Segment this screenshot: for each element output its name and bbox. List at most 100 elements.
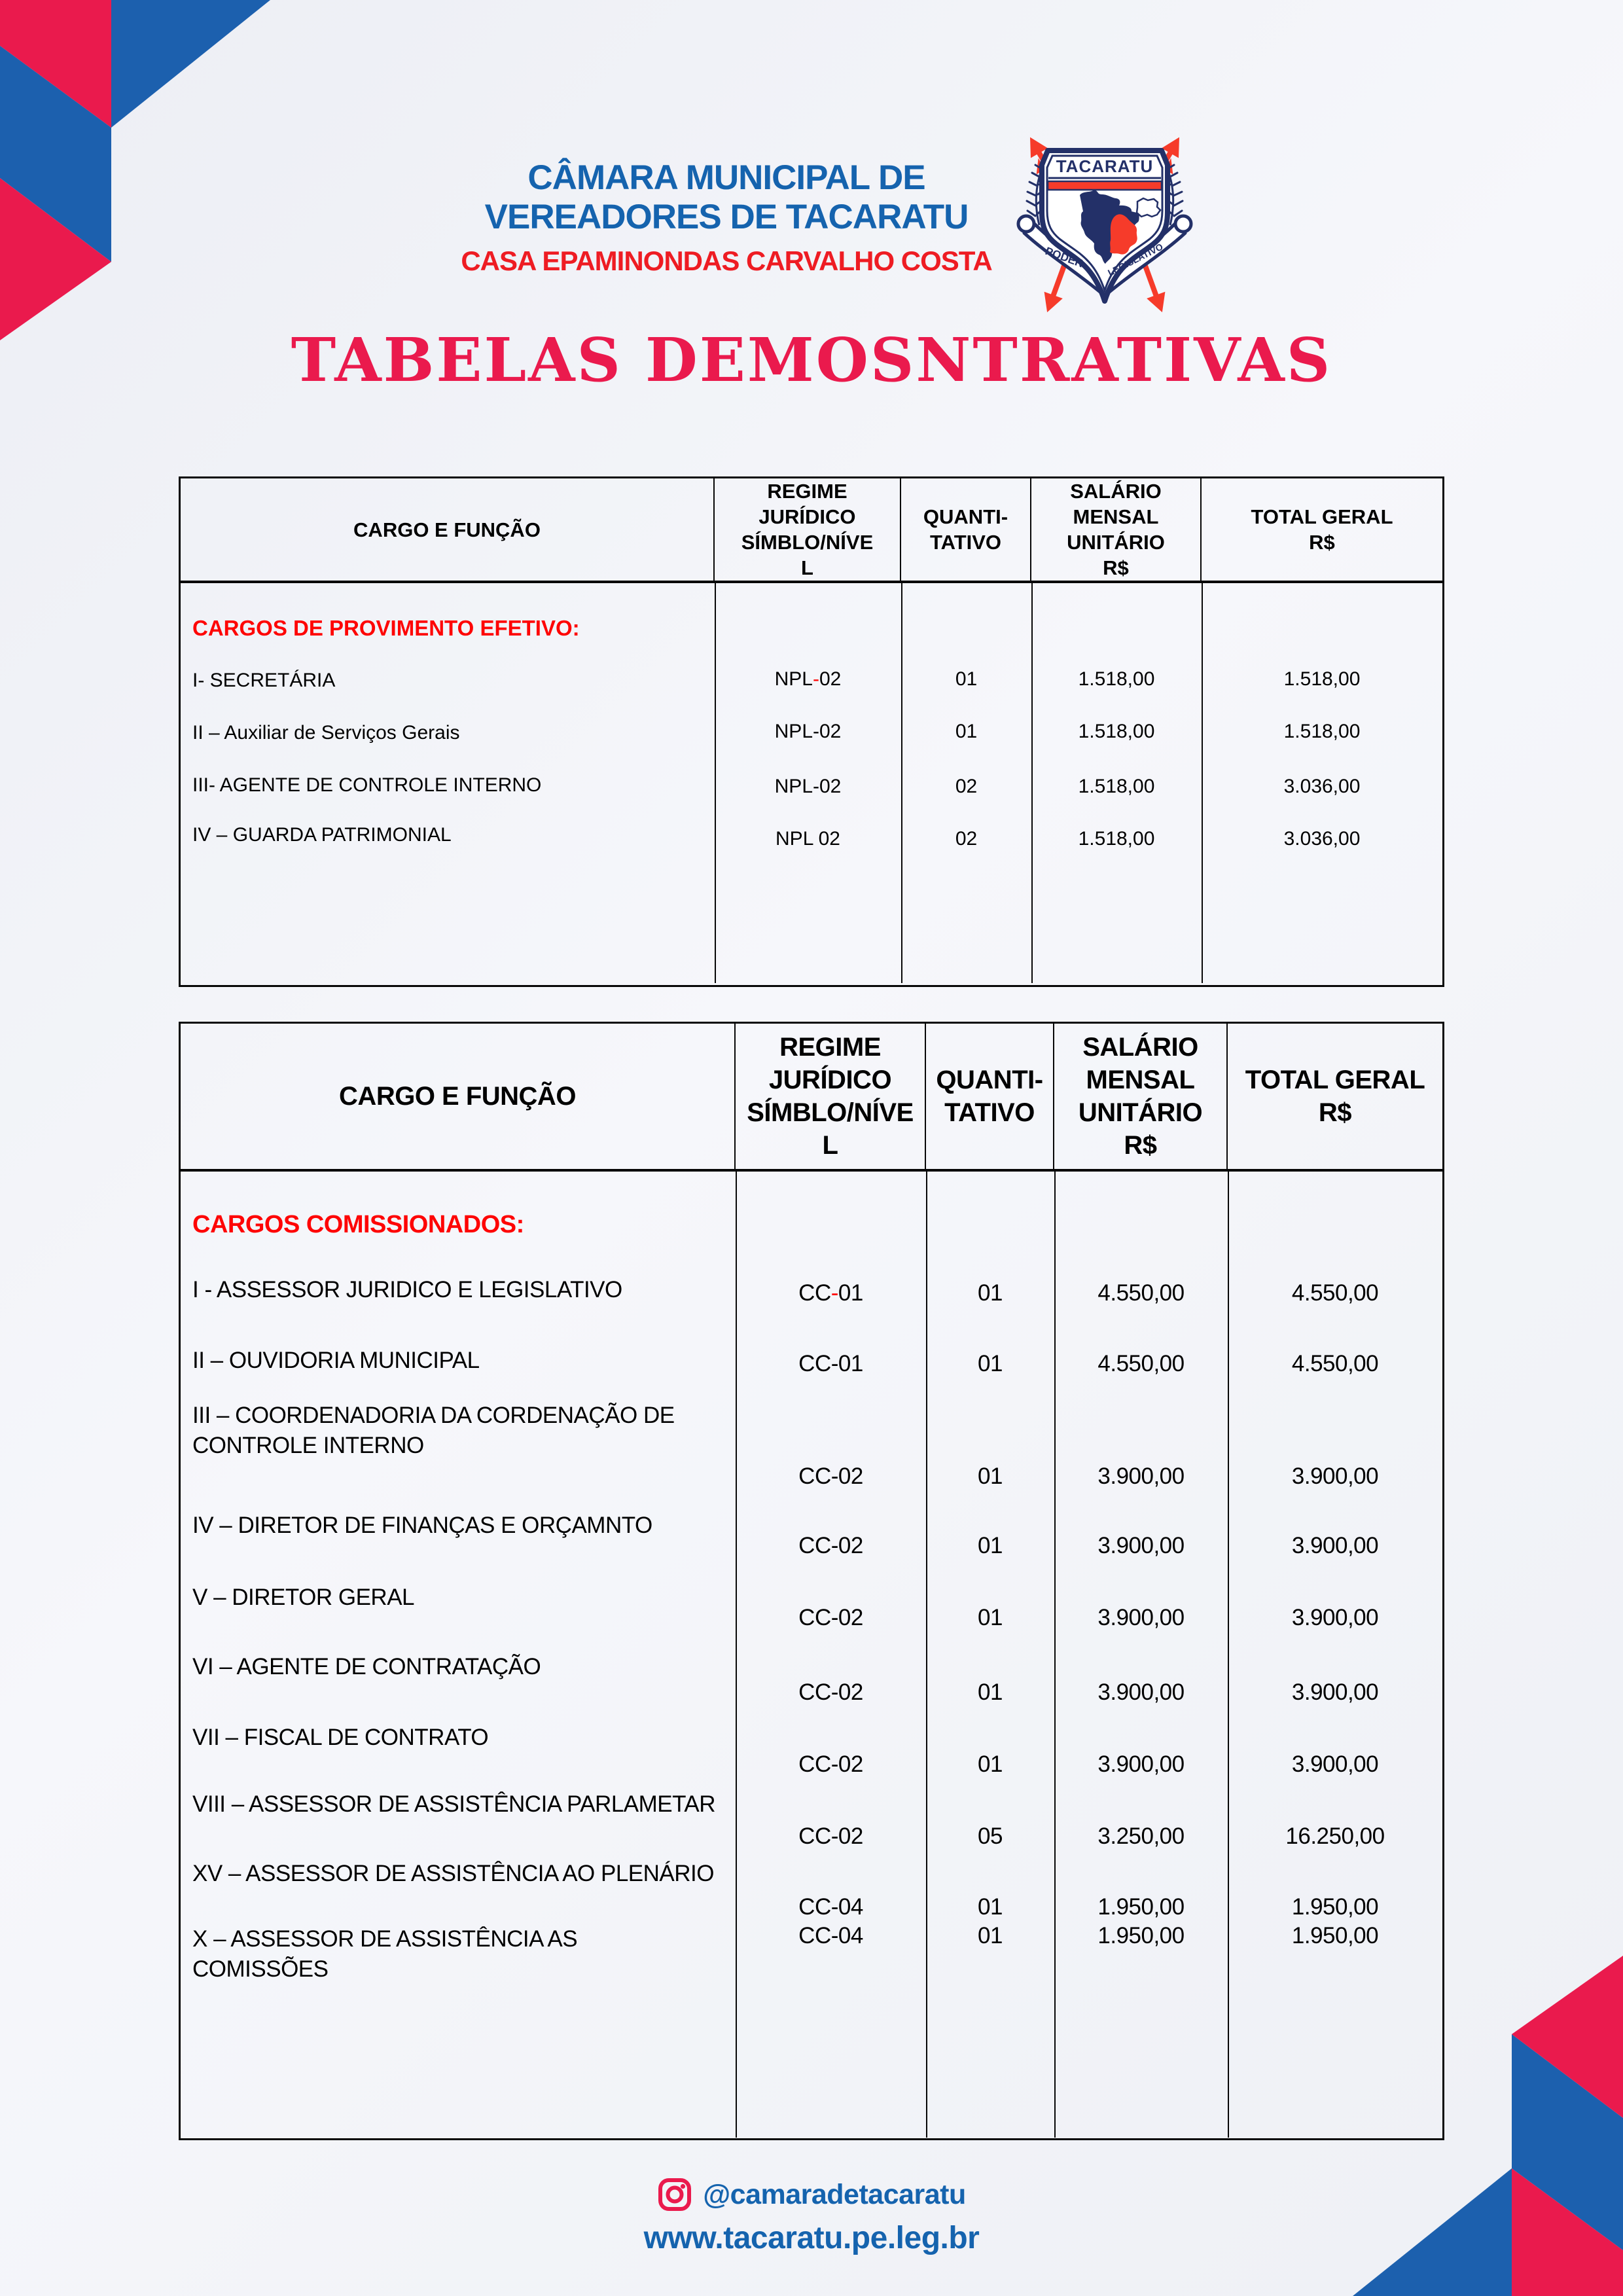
row-label: III – COORDENADORIA DA CORDENAÇÃO DE CON… [192,1403,675,1458]
row-unit: 1.518,00 [1078,776,1155,797]
row-qty: 01 [978,1751,1003,1777]
row-label: VI – AGENTE DE CONTRATAÇÃO [192,1654,541,1679]
state-outline-icon [1135,197,1162,218]
municipal-crest: TACARATU PODER LEGISLATIVO [1016,137,1193,313]
row-unit: 4.550,00 [1097,1280,1185,1306]
row-total: 16.250,00 [1285,1823,1385,1849]
row-total: 3.900,00 [1291,1605,1379,1630]
row-qty: 05 [978,1823,1003,1849]
instagram-icon [658,2178,692,2211]
row-unit: 1.950,00 [1097,1923,1185,1948]
instagram-handle: @camaradetacaratu [703,2178,966,2210]
row-total: 3.900,00 [1291,1751,1379,1777]
col-header-salario: SALÁRIO MENSAL UNITÁRIO R$ [1031,478,1202,581]
col-header-cargo: CARGO E FUNÇÃO [181,478,715,581]
row-total: 4.550,00 [1291,1280,1379,1306]
red-hyphen: - [830,1280,839,1306]
row-total: 3.036,00 [1283,776,1361,797]
row-unit: 1.950,00 [1097,1894,1185,1920]
row-unit: 4.550,00 [1097,1351,1185,1376]
row-unit: 3.900,00 [1097,1679,1185,1705]
table-cargos-comissionados: CARGO E FUNÇÃO REGIME JURÍDICO SÍMBLO/NÍ… [179,1022,1444,2140]
table-provimento-efetivo: CARGO E FUNÇÃO REGIME JURÍDICO SÍMBLO/NÍ… [179,476,1444,987]
row-total: 3.900,00 [1291,1679,1379,1705]
row-qty: 01 [978,1463,1003,1489]
row-total: 3.900,00 [1291,1463,1379,1489]
row-symbol: NPL-02 [774,776,842,797]
row-symbol: CC-01 [798,1280,863,1306]
row-unit: 3.900,00 [1097,1463,1185,1489]
row-unit: 1.518,00 [1078,721,1155,742]
row-symbol: CC-02 [798,1823,863,1849]
table1-body: CARGOS DE PROVIMENTO EFETIVO: I- SECRETÁ… [181,583,1442,983]
org-header: CÂMARA MUNICIPAL DE VEREADORES DE TACARA… [366,158,1086,276]
row-qty: 01 [978,1605,1003,1630]
row-label: I - ASSESSOR JURIDICO E LEGISLATIVO [192,1277,622,1302]
col-header-total: TOTAL GERAL R$ [1251,505,1393,554]
row-total: 1.518,00 [1283,668,1361,690]
row-symbol: NPL 02 [776,828,840,850]
table2-header-row: CARGO E FUNÇÃO REGIME JURÍDICO SÍMBLO/NÍ… [181,1024,1442,1172]
row-symbol: CC-01 [798,1351,863,1376]
row-label: III- AGENTE DE CONTROLE INTERNO [192,774,542,796]
corner-decoration-top-left [0,0,270,340]
col-header-regime: REGIME JURÍDICO SÍMBLO/NÍVE L [736,1024,926,1169]
row-symbol: CC-02 [798,1463,863,1489]
crest-banner-text: TACARATU [1056,156,1154,176]
row-unit: 1.518,00 [1078,668,1155,690]
row-qty: 01 [955,721,978,742]
website-url: www.tacaratu.pe.leg.br [643,2221,980,2255]
footer-instagram-row: @camaradetacaratu [0,2177,1623,2212]
org-name-line1: CÂMARA MUNICIPAL DE [527,158,925,197]
row-total: 4.550,00 [1291,1351,1379,1376]
row-symbol: CC-04 [798,1923,863,1948]
row-label: IV – GUARDA PATRIMONIAL [192,824,452,846]
section-heading: CARGOS DE PROVIMENTO EFETIVO: [192,616,580,640]
row-unit: 3.900,00 [1097,1533,1185,1558]
col-header-regime: REGIME JURÍDICO SÍMBLO/NÍVE L [715,478,901,581]
row-qty: 01 [978,1923,1003,1948]
red-hyphen: - [812,668,819,690]
brazil-map-icon [1080,190,1139,264]
page-title: TABELAS DEMOSNTRATIVAS [291,325,1332,395]
row-qty: 01 [978,1351,1003,1376]
row-label: XV – ASSESSOR DE ASSISTÊNCIA AO PLENÁRIO [192,1861,714,1886]
row-qty: 01 [978,1280,1003,1306]
row-symbol: CC-02 [798,1751,863,1777]
col-header-cargo: CARGO E FUNÇÃO [181,1024,736,1169]
row-unit: 1.518,00 [1078,828,1155,850]
row-symbol: CC-04 [798,1894,863,1920]
row-symbol: NPL-02 [774,668,842,690]
row-label: II – OUVIDORIA MUNICIPAL [192,1348,480,1373]
col-header-salario: SALÁRIO MENSAL UNITÁRIO R$ [1054,1024,1228,1169]
row-unit: 3.900,00 [1097,1605,1185,1630]
row-qty: 01 [978,1894,1003,1920]
row-symbol: NPL-02 [774,721,842,742]
table2-body: CARGOS COMISSIONADOS: I - ASSESSOR JURID… [181,1172,1442,2138]
row-qty: 01 [978,1533,1003,1558]
row-unit: 3.250,00 [1097,1823,1185,1849]
org-name-line2: VEREADORES DE TACARATU [484,198,969,236]
row-symbol: CC-02 [798,1605,863,1630]
row-total: 1.950,00 [1291,1923,1379,1948]
row-label: V – DIRETOR GERAL [192,1585,415,1610]
highlighted-state-icon [1110,214,1137,255]
row-label: VIII – ASSESSOR DE ASSISTÊNCIA PARLAMETA… [192,1791,716,1817]
row-qty: 01 [978,1679,1003,1705]
row-total: 3.900,00 [1291,1533,1379,1558]
row-qty: 02 [955,776,978,797]
row-label: I- SECRETÁRIA [192,670,336,691]
row-label: VII – FISCAL DE CONTRATO [192,1725,489,1750]
row-label: X – ASSESSOR DE ASSISTÊNCIA AS COMISSÕES [192,1926,578,1982]
row-total: 1.950,00 [1291,1894,1379,1920]
crest-shield: TACARATU [1039,148,1170,304]
row-unit: 3.900,00 [1097,1751,1185,1777]
row-qty: 02 [955,828,978,850]
row-symbol: CC-02 [798,1679,863,1705]
row-total: 1.518,00 [1283,721,1361,742]
col-header-quantitativo: QUANTI- TATIVO [926,1024,1054,1169]
row-label: IV – DIRETOR DE FINANÇAS E ORÇAMNTO [192,1513,652,1538]
col-header-quantitativo: QUANTI- TATIVO [901,478,1031,581]
corner-decoration-bottom-right [1353,1956,1623,2296]
